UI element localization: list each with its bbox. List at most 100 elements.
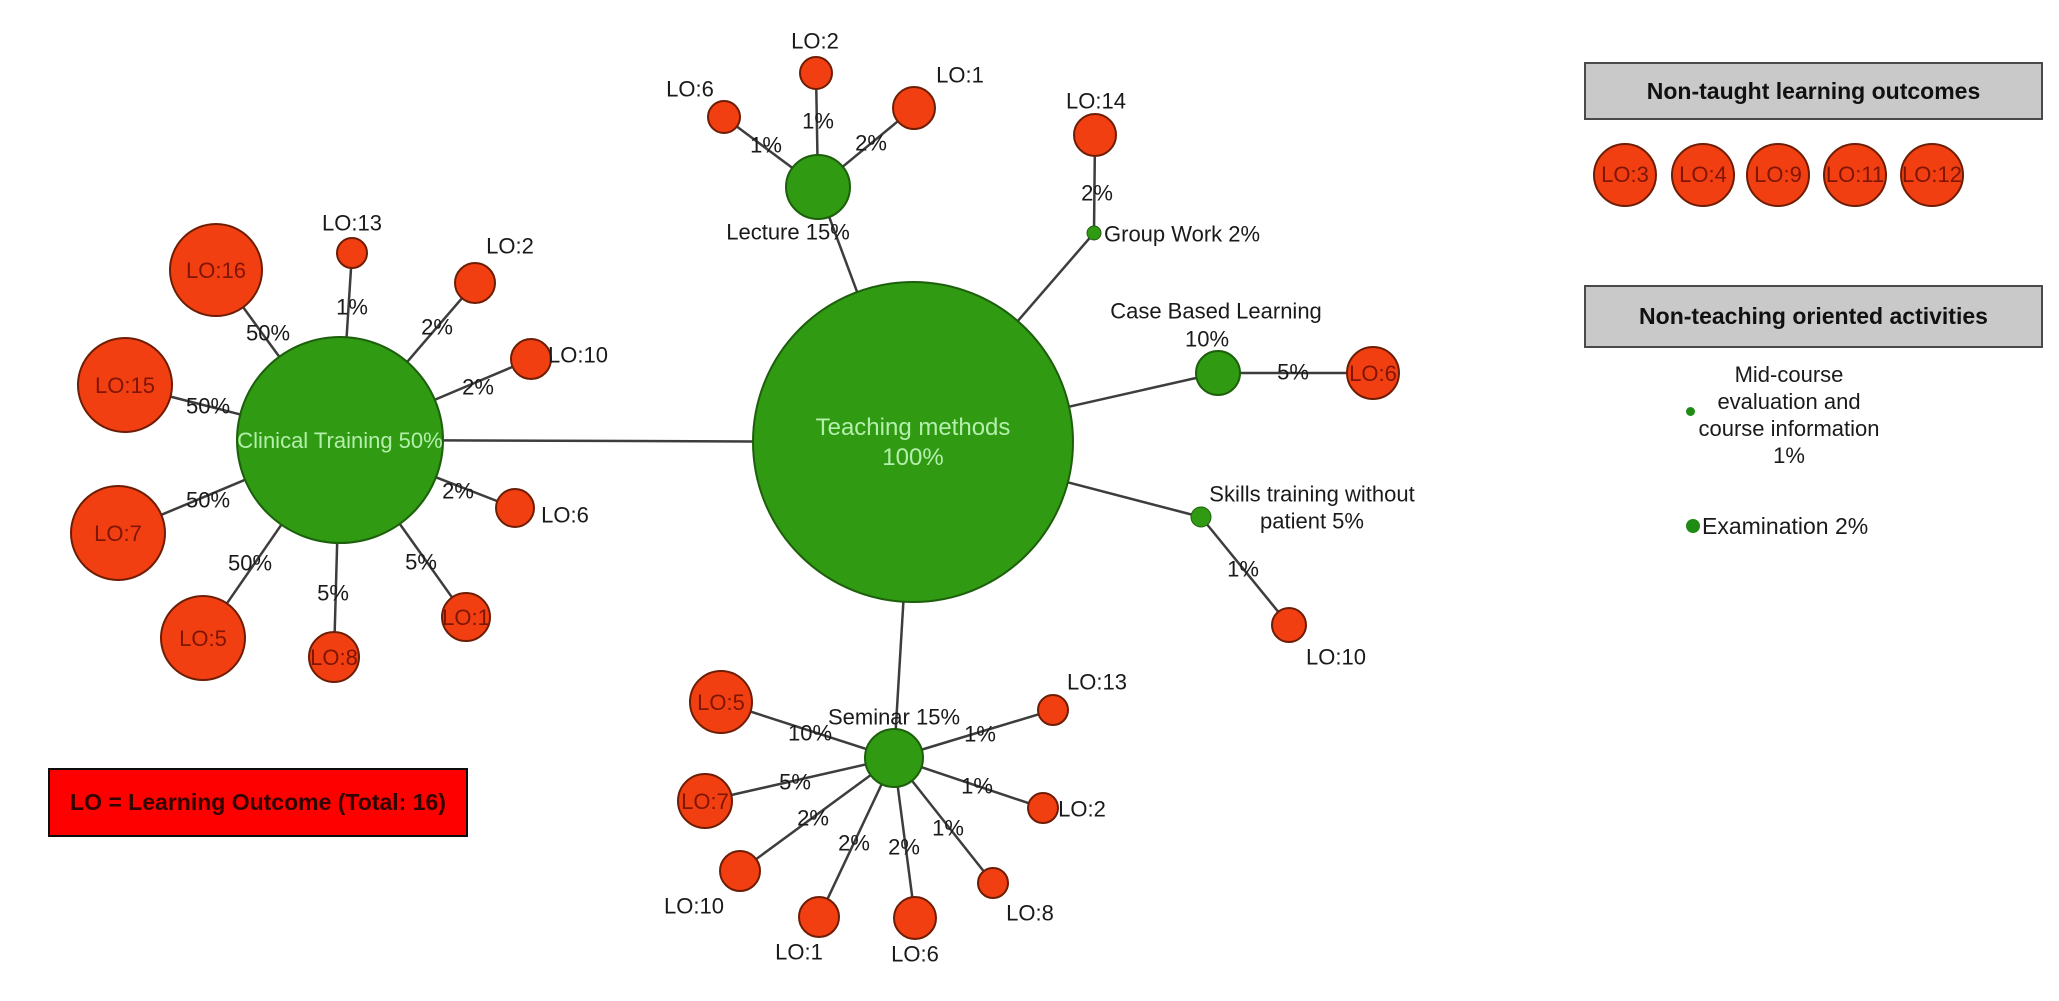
diagram-label-group-work-2--1: Group Work 2% — [1104, 222, 1260, 247]
node-cb_lo6 — [1346, 346, 1400, 400]
non-taught-outcome-lo4: LO:4 — [1671, 143, 1735, 207]
edge-clinical-ct_lo15 — [170, 395, 241, 416]
node-lecture — [785, 154, 851, 220]
node-ct_lo5 — [160, 595, 246, 681]
non-taught-outcome-lo11: LO:11 — [1823, 143, 1887, 207]
edge-teaching-lecture — [828, 216, 859, 293]
diagram-label-seminar-15--6: Seminar 15% — [828, 705, 960, 730]
node-groupwork — [1086, 225, 1102, 241]
edge-clinical-ct_lo5 — [225, 523, 283, 605]
edge-label-skills-sk_lo10: 1% — [1227, 557, 1259, 582]
edge-skills-sk_lo10 — [1206, 523, 1280, 613]
non-taught-outcome-lo12: LO:12 — [1900, 143, 1964, 207]
edge-label-clinical-ct_lo15: 50% — [186, 394, 230, 419]
diagram-label-lo-2-8: LO:2 — [486, 234, 534, 259]
edge-label-lecture-lec_lo6: 1% — [750, 133, 782, 158]
node-label-clinical: Clinical Training 50% — [237, 428, 442, 453]
node-clinical — [236, 336, 444, 544]
edge-clinical-ct_lo16 — [242, 306, 281, 358]
edge-seminar-sem_lo13 — [921, 713, 1040, 751]
edge-clinical-ct_lo6 — [435, 476, 498, 503]
non-teaching-panel-header: Non-teaching oriented activities — [1584, 285, 2043, 348]
mid-course-line-4: 1% — [1773, 443, 1805, 468]
edge-label-clinical-ct_lo8: 5% — [317, 581, 349, 606]
edge-seminar-sem_lo2 — [921, 766, 1030, 805]
edge-clinical-ct_lo13 — [345, 267, 353, 338]
diagram-label-lo-6-18: LO:6 — [891, 942, 939, 967]
node-ct_lo7 — [70, 485, 166, 581]
mid-course-line-1: Mid-course — [1734, 362, 1844, 387]
node-sem_lo1 — [798, 896, 840, 938]
node-sem_lo2 — [1027, 792, 1059, 824]
node-sem_lo5 — [689, 670, 753, 734]
edge-clinical-ct_lo8 — [333, 542, 339, 633]
diagram-label-lo-10-15: LO:10 — [1306, 645, 1366, 670]
node-seminar — [864, 728, 924, 788]
edge-label-clinical-ct_lo5: 50% — [228, 551, 272, 576]
edge-clinical-ct_lo7 — [160, 478, 246, 516]
diagram-label-lo-1-13: LO:1 — [936, 63, 984, 88]
edge-label-casebased-cb_lo6: 5% — [1277, 360, 1309, 385]
non-taught-outcome-lo9: LO:9 — [1746, 143, 1810, 207]
mid-course-line-3: course information — [1698, 416, 1880, 441]
edge-seminar-sem_lo5 — [750, 710, 867, 751]
node-label-ct_lo1: LO:1 — [442, 605, 490, 630]
diagram-label-case-based-learning-2: Case Based Learning — [1110, 299, 1322, 324]
edge-lecture-lec_lo6 — [736, 125, 794, 169]
edge-label-seminar-sem_lo7: 5% — [779, 770, 811, 795]
node-casebased — [1195, 350, 1241, 396]
edge-seminar-sem_lo1 — [826, 783, 883, 900]
node-label-cb_lo6: LO:6 — [1349, 361, 1397, 386]
edge-label-seminar-sem_lo2: 1% — [961, 774, 993, 799]
edge-label-lecture-lec_lo2: 1% — [802, 109, 834, 134]
edge-label-seminar-sem_lo5: 10% — [788, 721, 832, 746]
node-lec_lo1 — [892, 86, 936, 130]
node-label-ct_lo7: LO:7 — [94, 521, 142, 546]
node-lec_lo6 — [707, 100, 741, 134]
diagram-label-lo-6-11: LO:6 — [666, 77, 714, 102]
node-ct_lo6 — [495, 488, 535, 528]
node-ct_lo16 — [169, 223, 263, 317]
diagram-label-10--3: 10% — [1185, 327, 1229, 352]
node-sem_lo13 — [1037, 694, 1069, 726]
edge-seminar-sem_lo8 — [911, 779, 985, 873]
non-taught-panel-title: Non-taught learning outcomes — [1646, 77, 1981, 104]
node-ct_lo10 — [510, 338, 552, 380]
node-sem_lo8 — [977, 867, 1009, 899]
node-label-ct_lo16: LO:16 — [186, 258, 246, 283]
legend-label: LO = Learning Outcome (Total: 16) — [70, 789, 446, 815]
edge-teaching-casebased — [1068, 376, 1197, 408]
node-ct_lo2 — [454, 262, 496, 304]
edge-teaching-clinical — [442, 439, 754, 443]
diagram-label-lecture-15--0: Lecture 15% — [726, 220, 850, 245]
node-sem_lo6 — [893, 896, 937, 940]
edge-label-clinical-ct_lo13: 1% — [336, 295, 368, 320]
node-label-sem_lo7: LO:7 — [681, 789, 729, 814]
node-ct_lo13 — [336, 237, 368, 269]
edge-clinical-ct_lo1 — [398, 523, 454, 599]
edge-groupwork-gw_lo14 — [1092, 155, 1097, 227]
node-skills — [1190, 506, 1212, 528]
mid-course-line-2: evaluation and — [1717, 389, 1861, 414]
diagram-label-lo-2-20: LO:2 — [1058, 797, 1106, 822]
edge-seminar-sem_lo10 — [755, 774, 872, 861]
node-label-ct_lo8: LO:8 — [310, 645, 358, 670]
edge-label-seminar-sem_lo6: 2% — [888, 835, 920, 860]
non-taught-outcome-lo3: LO:3 — [1593, 143, 1657, 207]
mid-course-item: Mid-course evaluation and course informa… — [1678, 361, 1900, 469]
legend-box: LO = Learning Outcome (Total: 16) — [48, 768, 468, 837]
node-label-sem_lo5: LO:5 — [697, 690, 745, 715]
edge-teaching-groupwork — [1016, 237, 1091, 322]
diagram-label-lo-10-16: LO:10 — [664, 894, 724, 919]
diagram-label-lo-1-17: LO:1 — [775, 940, 823, 965]
non-taught-panel-header: Non-taught learning outcomes — [1584, 62, 2043, 120]
diagram-label-skills-training-without-4: Skills training without — [1209, 482, 1414, 507]
diagram-label-lo-13-21: LO:13 — [1067, 670, 1127, 695]
diagram-label-lo-10-9: LO:10 — [548, 343, 608, 368]
edge-seminar-sem_lo7 — [731, 763, 866, 797]
node-gw_lo14 — [1073, 113, 1117, 157]
edge-lecture-lec_lo1 — [841, 120, 899, 168]
edge-clinical-ct_lo10 — [434, 365, 514, 401]
node-ct_lo15 — [77, 337, 173, 433]
